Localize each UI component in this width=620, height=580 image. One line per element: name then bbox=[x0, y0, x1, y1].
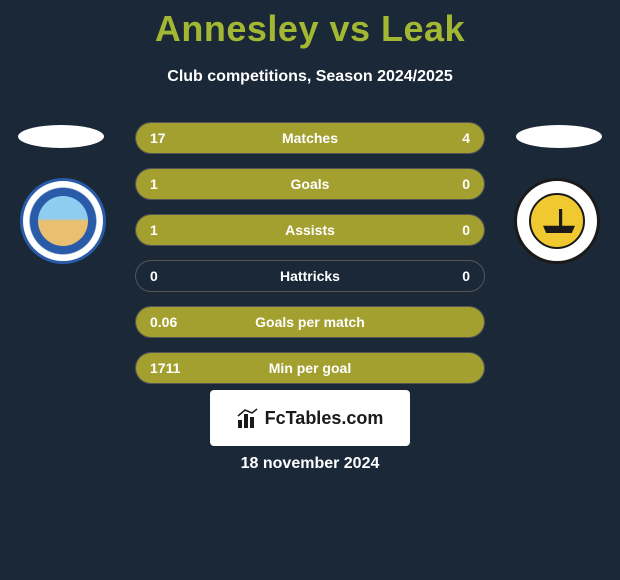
stat-row-assists: 1 Assists 0 bbox=[135, 214, 485, 246]
brand-text: FcTables.com bbox=[265, 408, 384, 429]
stat-row-mpg: 1711 Min per goal bbox=[135, 352, 485, 384]
stat-value-right: 0 bbox=[462, 222, 470, 238]
team-badge-left bbox=[20, 178, 106, 264]
subtitle: Club competitions, Season 2024/2025 bbox=[0, 68, 620, 86]
stat-row-hattricks: 0 Hattricks 0 bbox=[135, 260, 485, 292]
team-badge-right-inner bbox=[529, 193, 585, 249]
page-title: Annesley vs Leak bbox=[0, 0, 620, 50]
stat-label: Min per goal bbox=[136, 360, 484, 376]
chart-icon bbox=[237, 408, 259, 428]
stat-value-right: 4 bbox=[462, 130, 470, 146]
stat-value-right: 0 bbox=[462, 176, 470, 192]
team-badge-right bbox=[514, 178, 600, 264]
stat-row-matches: 17 Matches 4 bbox=[135, 122, 485, 154]
ship-icon bbox=[543, 209, 575, 233]
stats-container: 17 Matches 4 1 Goals 0 1 Assists 0 0 Hat… bbox=[135, 122, 485, 398]
shadow-ellipse-left bbox=[18, 125, 104, 148]
stat-label: Matches bbox=[136, 130, 484, 146]
stat-value-right: 0 bbox=[462, 268, 470, 284]
team-badge-left-inner bbox=[38, 196, 88, 246]
stat-label: Goals bbox=[136, 176, 484, 192]
stat-row-gpm: 0.06 Goals per match bbox=[135, 306, 485, 338]
stat-label: Goals per match bbox=[136, 314, 484, 330]
stat-row-goals: 1 Goals 0 bbox=[135, 168, 485, 200]
date-text: 18 november 2024 bbox=[0, 455, 620, 473]
stat-label: Assists bbox=[136, 222, 484, 238]
shadow-ellipse-right bbox=[516, 125, 602, 148]
fctables-logo: FcTables.com bbox=[210, 390, 410, 446]
stat-label: Hattricks bbox=[136, 268, 484, 284]
